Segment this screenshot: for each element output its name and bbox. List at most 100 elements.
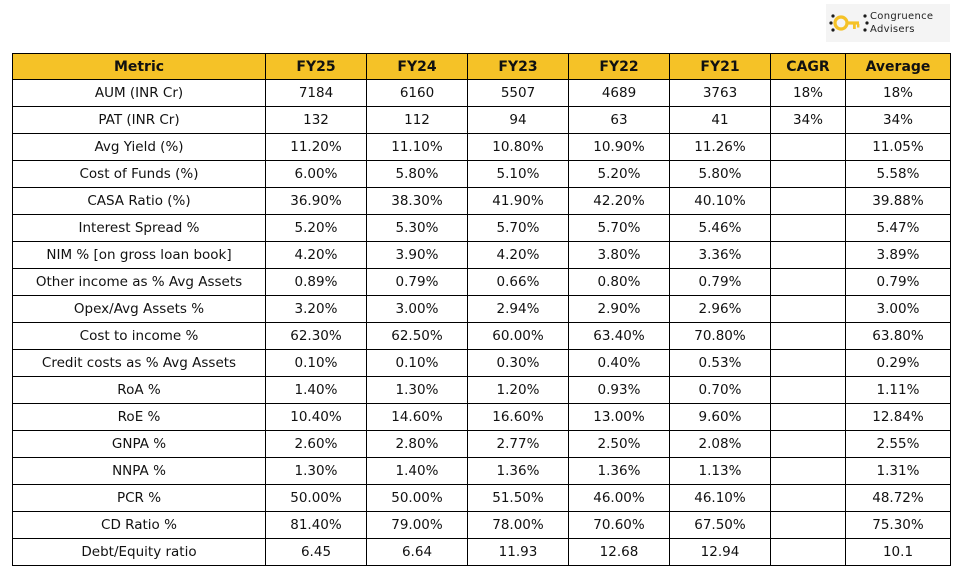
value-cell: 70.60% (568, 511, 670, 539)
value-cell: 11.20% (265, 133, 367, 161)
value-cell (770, 349, 846, 377)
value-cell: 5.47% (845, 214, 951, 242)
value-cell: 51.50% (467, 484, 569, 512)
value-cell: 6.64 (366, 538, 468, 566)
value-cell: 81.40% (265, 511, 367, 539)
metrics-table: Metric FY25 FY24 FY23 FY22 FY21 CAGR Average AU… (12, 53, 951, 566)
value-cell (770, 322, 846, 350)
value-cell: 46.00% (568, 484, 670, 512)
value-cell: 94 (467, 106, 569, 134)
table-row: Avg Yield (%) 11.20% 11.10% 10.80% 10.90% 11.… (12, 133, 951, 161)
value-cell: 0.30% (467, 349, 569, 377)
value-cell: 5507 (467, 79, 569, 107)
value-cell: 12.68 (568, 538, 670, 566)
table-row: NNPA % 1.30% 1.40% 1.36% 1.36% 1.13% 1.31% (12, 457, 951, 485)
value-cell: 62.30% (265, 322, 367, 350)
value-cell: 16.60% (467, 403, 569, 431)
value-cell: 3.80% (568, 241, 670, 269)
value-cell: 0.10% (366, 349, 468, 377)
value-cell: 62.50% (366, 322, 468, 350)
metric-name-cell: Cost to income % (12, 322, 266, 350)
value-cell: 10.1 (845, 538, 951, 566)
value-cell: 41.90% (467, 187, 569, 215)
value-cell: 1.13% (669, 457, 771, 485)
value-cell: 5.10% (467, 160, 569, 188)
value-cell: 1.11% (845, 376, 951, 404)
table-row: CD Ratio % 81.40% 79.00% 78.00% 70.60% 67.50%… (12, 511, 951, 539)
value-cell: 0.89% (265, 268, 367, 296)
brand-name-line1: Congruence (870, 11, 934, 22)
value-cell: 5.30% (366, 214, 468, 242)
value-cell: 4.20% (467, 241, 569, 269)
value-cell: 1.30% (366, 376, 468, 404)
value-cell (770, 484, 846, 512)
value-cell (770, 403, 846, 431)
value-cell: 39.88% (845, 187, 951, 215)
table-row: Other income as % Avg Assets 0.89% 0.79% 0.… (12, 268, 951, 296)
metric-name-cell: Debt/Equity ratio (12, 538, 266, 566)
value-cell (770, 457, 846, 485)
value-cell: 5.70% (568, 214, 670, 242)
value-cell: 0.66% (467, 268, 569, 296)
table-row: CASA Ratio (%) 36.90% 38.30% 41.90% 42.20% 40… (12, 187, 951, 215)
column-header-cagr: CAGR (770, 53, 846, 80)
value-cell: 18% (770, 79, 846, 107)
value-cell: 0.10% (265, 349, 367, 377)
value-cell (770, 295, 846, 323)
value-cell: 1.20% (467, 376, 569, 404)
value-cell: 10.90% (568, 133, 670, 161)
value-cell: 0.70% (669, 376, 771, 404)
metric-name-cell: NNPA % (12, 457, 266, 485)
value-cell: 2.55% (845, 430, 951, 458)
value-cell: 1.36% (467, 457, 569, 485)
column-header-fy22: FY22 (568, 53, 670, 80)
column-header-fy23: FY23 (467, 53, 569, 80)
value-cell: 70.80% (669, 322, 771, 350)
value-cell: 9.60% (669, 403, 771, 431)
table-row: GNPA % 2.60% 2.80% 2.77% 2.50% 2.08% 2.55% (12, 430, 951, 458)
table-row: NIM % [on gross loan book] 4.20% 3.90% 4.20… (12, 241, 951, 269)
column-header-fy21: FY21 (669, 53, 771, 80)
metric-name-cell: PCR % (12, 484, 266, 512)
value-cell: 63.40% (568, 322, 670, 350)
value-cell: 3.00% (845, 295, 951, 323)
metric-name-cell: Cost of Funds (%) (12, 160, 266, 188)
column-header-fy24: FY24 (366, 53, 468, 80)
value-cell: 3.00% (366, 295, 468, 323)
value-cell: 10.40% (265, 403, 367, 431)
value-cell: 79.00% (366, 511, 468, 539)
value-cell: 2.77% (467, 430, 569, 458)
value-cell: 112 (366, 106, 468, 134)
metric-name-cell: NIM % [on gross loan book] (12, 241, 266, 269)
table-row: Cost to income % 62.30% 62.50% 60.00% 63.40%… (12, 322, 951, 350)
value-cell: 0.79% (845, 268, 951, 296)
brand-logo: Congruence Advisers (826, 4, 950, 42)
value-cell: 48.72% (845, 484, 951, 512)
value-cell: 7184 (265, 79, 367, 107)
value-cell: 11.05% (845, 133, 951, 161)
value-cell: 67.50% (669, 511, 771, 539)
value-cell: 18% (845, 79, 951, 107)
table-row: Cost of Funds (%) 6.00% 5.80% 5.10% 5.20% 5.8… (12, 160, 951, 188)
value-cell: 75.30% (845, 511, 951, 539)
metric-name-cell: RoA % (12, 376, 266, 404)
value-cell: 50.00% (366, 484, 468, 512)
value-cell: 4.20% (265, 241, 367, 269)
value-cell: 38.30% (366, 187, 468, 215)
table-row: PAT (INR Cr) 132 112 94 63 41 34% 34% (12, 106, 951, 134)
value-cell: 0.29% (845, 349, 951, 377)
value-cell: 0.93% (568, 376, 670, 404)
table-row: RoA % 1.40% 1.30% 1.20% 0.93% 0.70% 1.11% (12, 376, 951, 404)
value-cell: 0.79% (669, 268, 771, 296)
table-row: Interest Spread % 5.20% 5.30% 5.70% 5.70% 5.4… (12, 214, 951, 242)
value-cell: 5.20% (568, 160, 670, 188)
value-cell (770, 268, 846, 296)
metric-name-cell: GNPA % (12, 430, 266, 458)
value-cell (770, 538, 846, 566)
table-body: AUM (INR Cr) 7184 6160 5507 4689 3763 18% 18% PA… (12, 79, 951, 566)
value-cell (770, 133, 846, 161)
metric-name-cell: Opex/Avg Assets % (12, 295, 266, 323)
value-cell: 3.20% (265, 295, 367, 323)
table-row: Opex/Avg Assets % 3.20% 3.00% 2.94% 2.90% 2.9… (12, 295, 951, 323)
brand-name: Congruence Advisers (870, 10, 933, 36)
